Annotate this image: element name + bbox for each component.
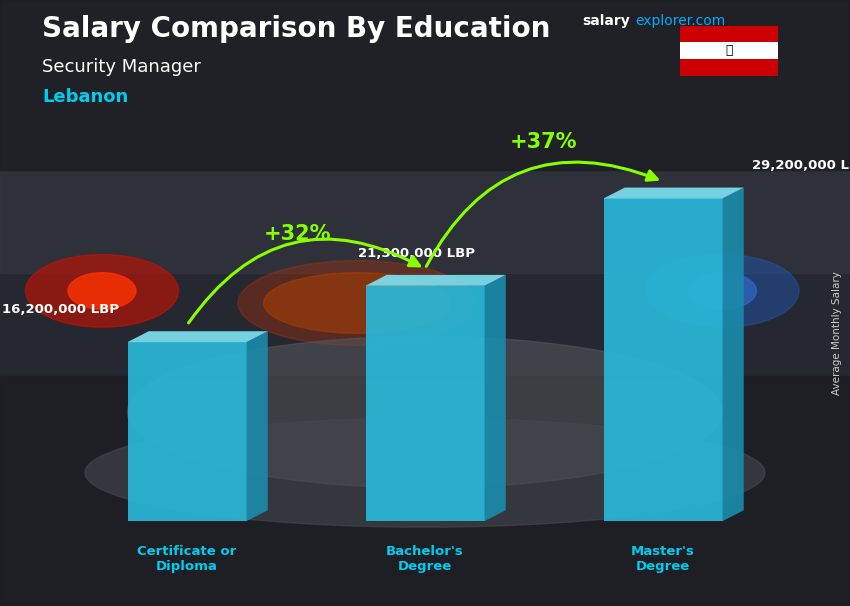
- Text: Bachelor's
Degree: Bachelor's Degree: [386, 545, 464, 573]
- Text: 🌲: 🌲: [725, 44, 733, 58]
- FancyBboxPatch shape: [680, 59, 778, 76]
- Ellipse shape: [238, 261, 476, 345]
- Text: Security Manager: Security Manager: [42, 58, 201, 76]
- Ellipse shape: [85, 418, 765, 527]
- Polygon shape: [604, 188, 744, 199]
- Bar: [0, 376, 850, 606]
- Ellipse shape: [68, 273, 136, 309]
- Text: salary: salary: [582, 14, 630, 28]
- Text: Lebanon: Lebanon: [42, 88, 128, 106]
- Text: 21,300,000 LBP: 21,300,000 LBP: [358, 247, 475, 260]
- Polygon shape: [366, 275, 506, 286]
- FancyBboxPatch shape: [128, 342, 246, 521]
- Text: Certificate or
Diploma: Certificate or Diploma: [138, 545, 236, 573]
- Text: Salary Comparison By Education: Salary Comparison By Education: [42, 15, 551, 43]
- Polygon shape: [246, 331, 268, 521]
- Bar: [0, 0, 850, 273]
- FancyBboxPatch shape: [680, 26, 778, 42]
- FancyBboxPatch shape: [680, 42, 778, 59]
- Text: +32%: +32%: [264, 224, 332, 244]
- Text: explorer.com: explorer.com: [635, 14, 725, 28]
- FancyBboxPatch shape: [604, 199, 722, 521]
- Text: 29,200,000 LBP: 29,200,000 LBP: [752, 159, 850, 173]
- Polygon shape: [128, 331, 268, 342]
- Text: Average Monthly Salary: Average Monthly Salary: [832, 271, 842, 395]
- Polygon shape: [484, 275, 506, 521]
- FancyBboxPatch shape: [366, 286, 484, 521]
- Ellipse shape: [646, 255, 799, 327]
- Text: Master's
Degree: Master's Degree: [631, 545, 695, 573]
- Ellipse shape: [264, 273, 450, 333]
- Polygon shape: [722, 188, 744, 521]
- Ellipse shape: [128, 336, 722, 488]
- Ellipse shape: [688, 273, 756, 309]
- Ellipse shape: [26, 255, 178, 327]
- Bar: [0, 0, 850, 170]
- Text: +37%: +37%: [510, 132, 578, 152]
- Text: 16,200,000 LBP: 16,200,000 LBP: [2, 303, 119, 316]
